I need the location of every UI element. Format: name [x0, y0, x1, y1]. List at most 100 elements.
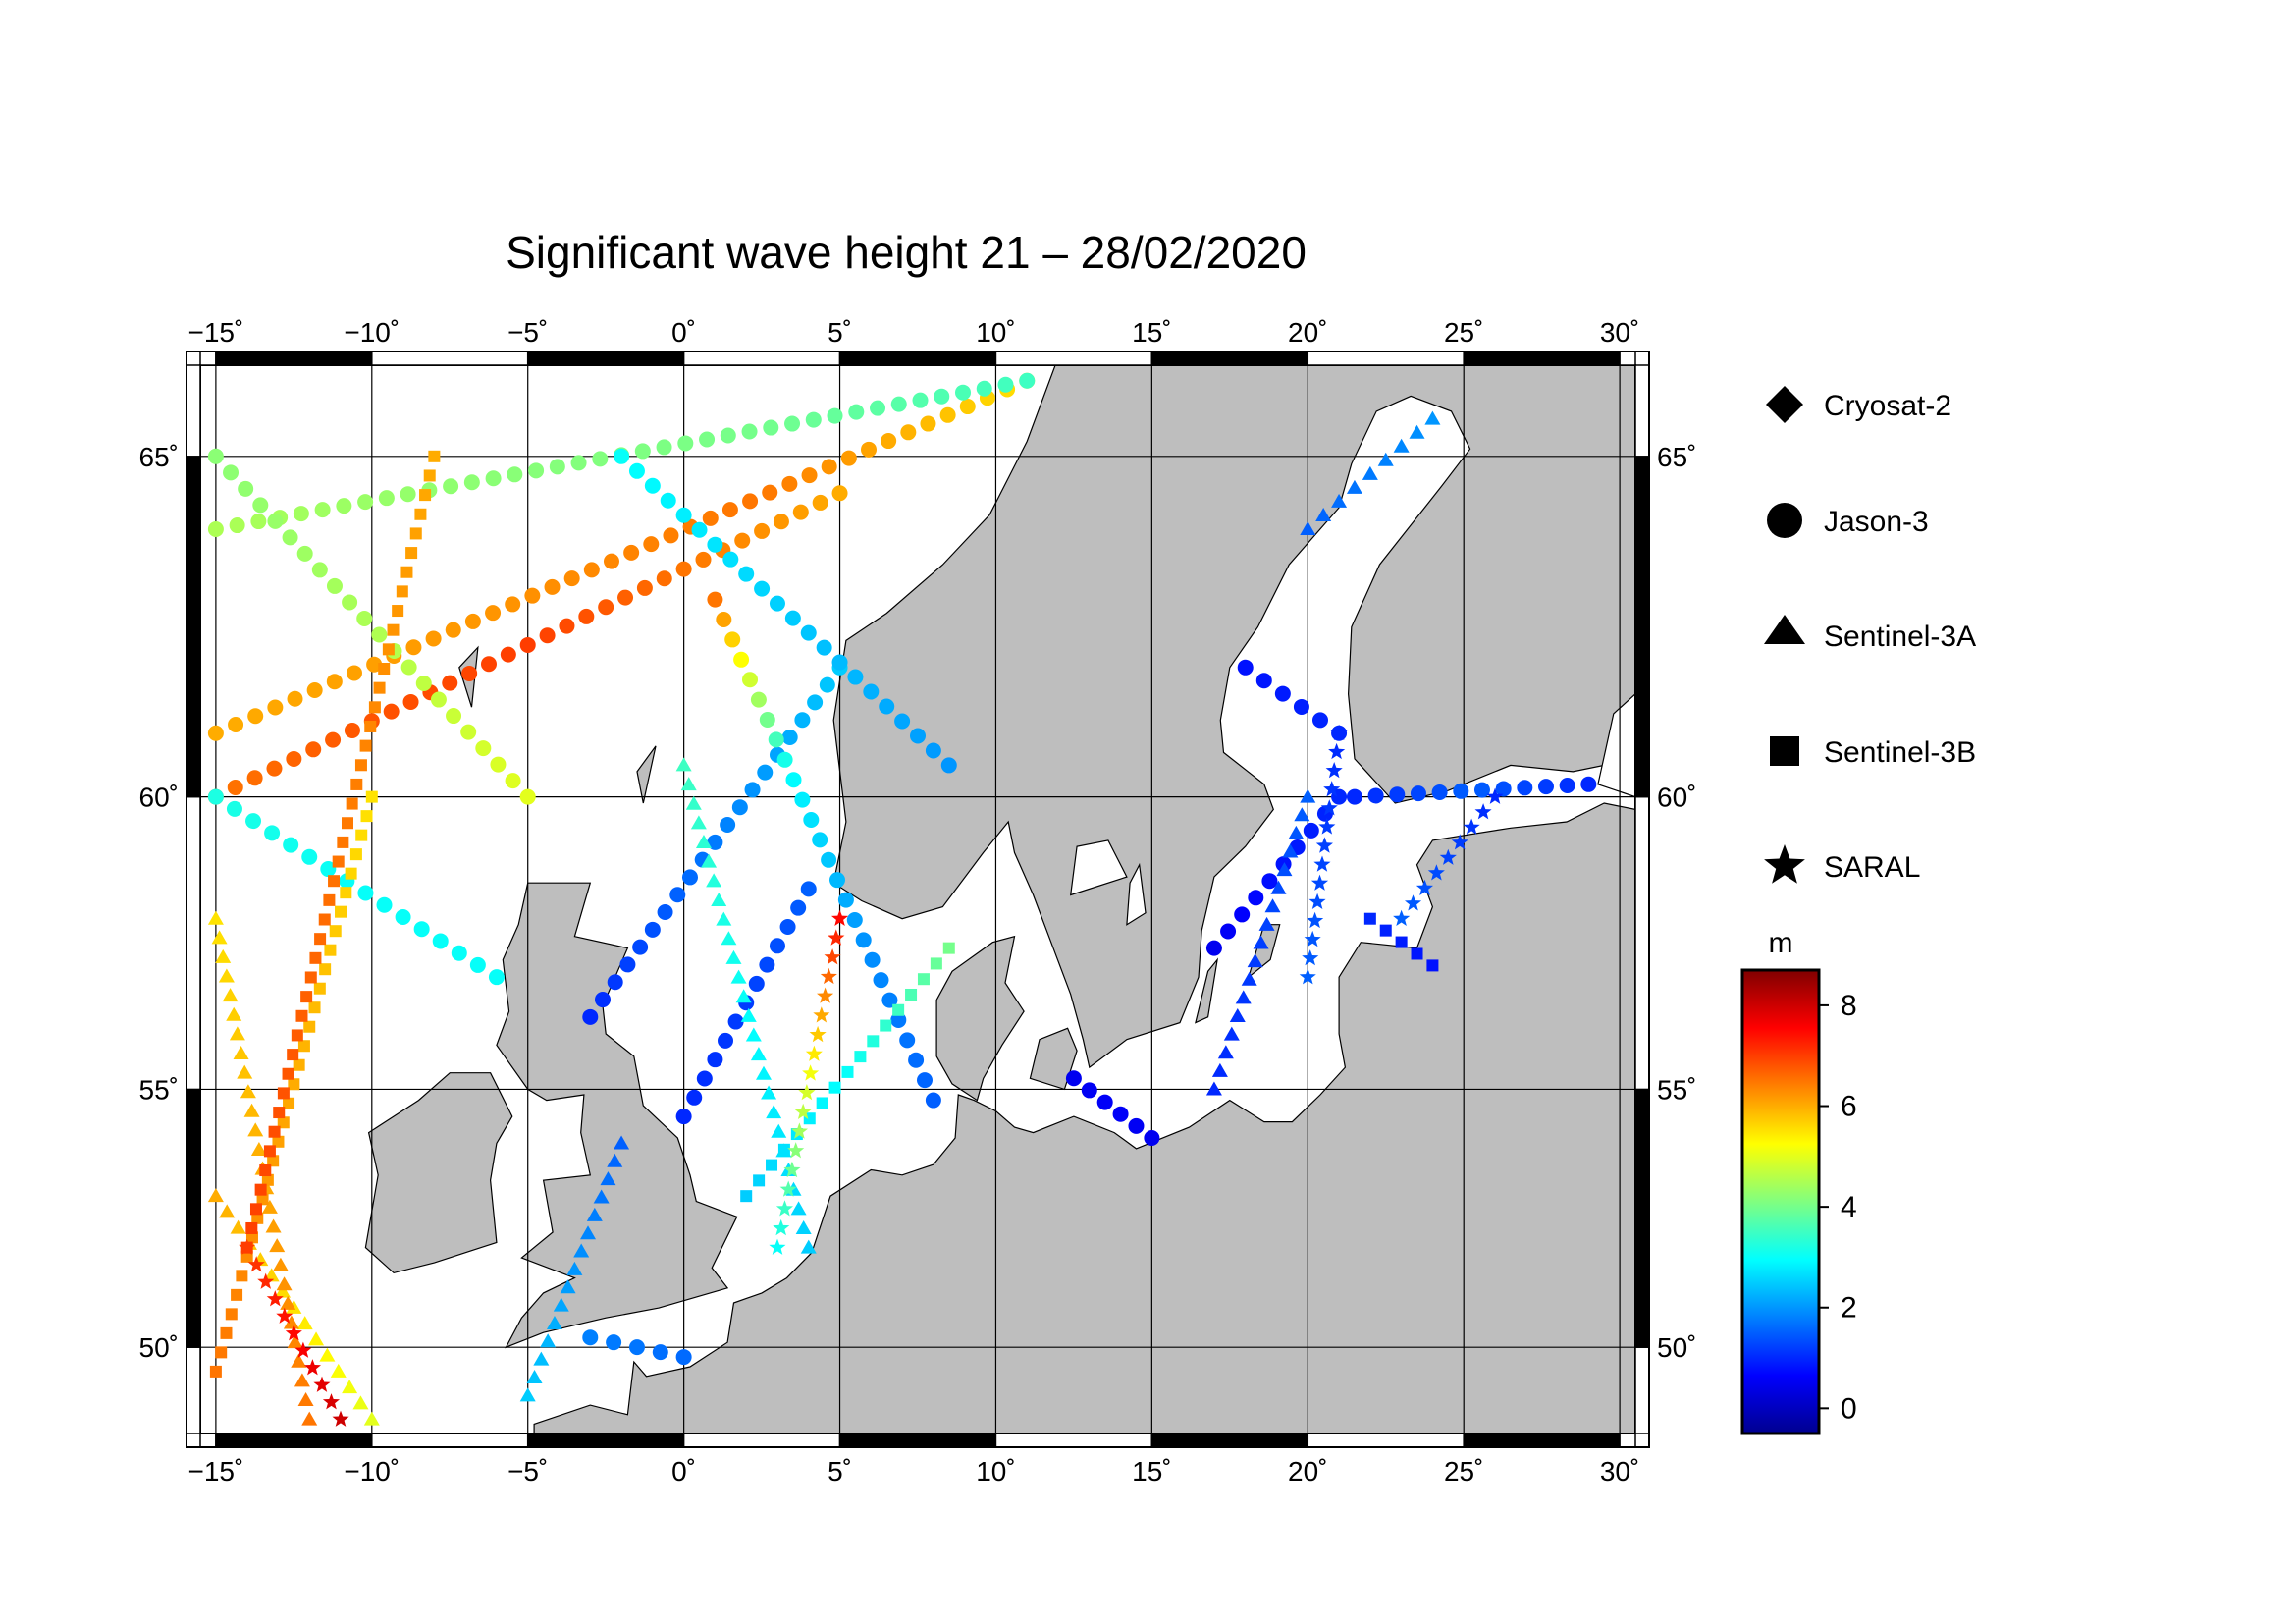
swh-marker-triangle [735, 989, 752, 1003]
frame-segment-top [371, 351, 529, 366]
swh-marker-circle [855, 932, 872, 948]
swh-marker-triangle [1300, 788, 1316, 803]
swh-marker-triangle [560, 1279, 576, 1294]
swh-marker-star [1451, 834, 1468, 850]
swh-marker-square [288, 1078, 300, 1091]
swh-marker-circle [781, 730, 798, 746]
swh-marker-square [346, 797, 358, 810]
swh-marker-square [231, 1288, 243, 1301]
frame-segment-top [526, 351, 685, 366]
legend-label-saral: SARAL [1824, 851, 1920, 884]
swh-marker-triangle [1424, 410, 1441, 425]
swh-marker-circle [663, 527, 679, 544]
swh-marker-circle [549, 459, 565, 475]
swh-marker-circle [287, 690, 303, 707]
swh-marker-triangle [301, 1411, 318, 1426]
swh-marker-triangle [519, 1387, 536, 1402]
swh-marker-circle [686, 1089, 703, 1106]
swh-marker-triangle [211, 930, 228, 945]
lon-tick-label-bottom: 20˚ [1288, 1456, 1327, 1487]
swh-marker-star [1302, 949, 1319, 966]
swh-marker-square [409, 527, 422, 540]
swh-marker-circle [357, 494, 374, 511]
map-border-frame [186, 351, 1650, 1448]
swh-marker-triangle [607, 1153, 623, 1167]
swh-marker-circle [1081, 1082, 1097, 1099]
swh-marker-circle [247, 708, 264, 725]
swh-marker-square [867, 1035, 880, 1048]
swh-marker-star [1486, 787, 1504, 804]
frame-segment-left [186, 456, 201, 798]
latitude-labels-right: 50˚ 55˚ 60˚ 65˚ [1657, 442, 1696, 1363]
swh-marker-square [277, 1087, 290, 1100]
swh-marker-circle [959, 399, 976, 415]
swh-marker-square [263, 1145, 276, 1158]
swh-marker-triangle [215, 948, 232, 963]
latitude-labels-left: 50˚ 55˚ 60˚ 65˚ [139, 442, 179, 1363]
swh-marker-triangle [580, 1225, 597, 1240]
swh-marker-circle [675, 507, 692, 523]
swh-marker-circle [656, 439, 672, 456]
legend-item-sentinel-3b: Sentinel-3B [1770, 736, 1976, 769]
swh-marker-circle [744, 782, 761, 798]
swh-marker-circle [283, 837, 299, 853]
swh-marker-circle [785, 772, 802, 788]
swh-marker-square [328, 875, 341, 888]
lon-tick-label-top: 15˚ [1132, 317, 1171, 348]
great-britain-land [496, 882, 738, 1349]
legend-label-sentinel-3a: Sentinel-3A [1824, 621, 1976, 653]
swh-marker-circle [400, 486, 416, 503]
swh-marker-square [345, 867, 357, 880]
swh-marker-circle [356, 610, 373, 626]
swh-marker-triangle [716, 911, 732, 926]
colorbar-unit-label: m [1769, 927, 1793, 959]
swh-marker-star [1439, 848, 1457, 865]
track-jason-3 [207, 788, 505, 986]
swh-marker-circle [847, 669, 864, 685]
track-saral [1393, 787, 1504, 926]
swh-marker-circle [539, 627, 556, 644]
swh-marker-circle [207, 521, 224, 538]
swh-marker-circle [784, 415, 801, 432]
swh-marker-circle [768, 731, 784, 748]
swh-marker-circle [738, 566, 755, 582]
swh-marker-circle [267, 513, 284, 529]
swh-marker-circle [606, 1334, 622, 1351]
swh-marker-circle [816, 639, 832, 656]
frame-segment-bottom [215, 1433, 373, 1448]
swh-marker-square [308, 1001, 321, 1014]
swh-marker-circle [1019, 372, 1036, 389]
track-saral [1299, 724, 1348, 985]
swh-marker-circle [955, 384, 972, 401]
swh-marker-square [400, 566, 413, 578]
swh-marker-circle [463, 474, 480, 491]
swh-marker-circle [1237, 659, 1254, 676]
swh-marker-circle [286, 750, 302, 767]
lat-tick-label-right: 55˚ [1657, 1074, 1696, 1105]
swh-marker-circle [1559, 777, 1575, 793]
swh-marker-circle [425, 630, 442, 647]
swh-marker-circle [336, 498, 352, 514]
swh-marker-circle [405, 639, 422, 656]
swh-marker-star [303, 1359, 321, 1376]
swh-marker-triangle [795, 1219, 812, 1234]
legend-item-saral: SARAL [1764, 844, 1920, 884]
swh-marker-triangle [533, 1351, 550, 1366]
swh-marker-triangle [1258, 916, 1275, 931]
lat-tick-label-right: 50˚ [1657, 1332, 1696, 1363]
swh-marker-circle [305, 741, 322, 758]
swh-marker-square [303, 1020, 316, 1033]
frame-segment-top [994, 351, 1153, 366]
swh-marker-triangle [766, 1105, 782, 1119]
swh-marker-square [337, 836, 349, 848]
swh-marker-circle [1311, 712, 1328, 729]
track-jason-3 [1065, 1070, 1160, 1147]
swh-marker-star [805, 1045, 823, 1061]
swh-marker-circle [1220, 923, 1237, 940]
track-jason-3 [1346, 776, 1597, 805]
swh-marker-circle [1580, 776, 1597, 792]
swh-marker-circle [636, 579, 653, 596]
swh-marker-circle [1248, 890, 1264, 906]
swh-marker-square [323, 893, 336, 906]
longitude-labels-bottom: −15˚ −10˚ −5˚ 0˚ 5˚ 10˚ 15˚ 20˚ 25˚ 30˚ [187, 1456, 1639, 1487]
